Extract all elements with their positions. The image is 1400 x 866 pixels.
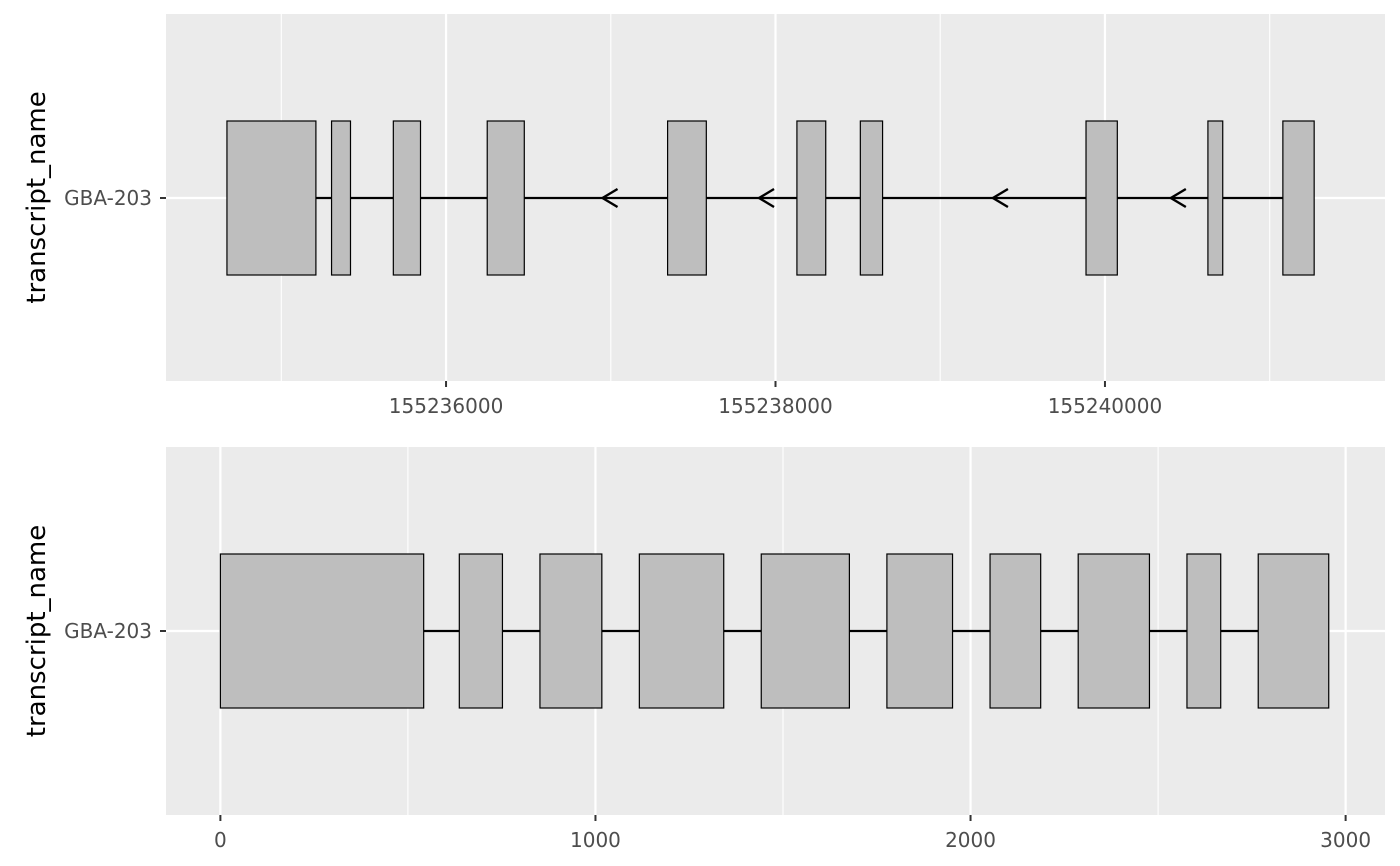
exon [667,120,707,276]
strand-arrow [990,187,1009,209]
x-tick-label: 2000 [945,828,996,852]
exon [859,120,884,276]
x-tick-label: 0 [214,828,227,852]
exon [760,553,850,709]
panel-1: 155236000 155238000 155240000 GBA-203 transc… [22,14,1385,418]
exon [458,553,504,709]
x-tick-label: 155240000 [1048,394,1163,418]
strand-arrow [600,187,619,209]
y-tick-label: GBA-203 [64,619,152,643]
exon [1207,120,1224,276]
exon [886,553,954,709]
exon [1085,120,1118,276]
y-axis-title: transcript_name [22,91,52,303]
x-tick-label: 3000 [1320,828,1371,852]
x-tick-label: 155236000 [389,394,504,418]
strand-arrow [1168,187,1187,209]
x-tick-label: 155238000 [718,394,833,418]
exon [1077,553,1151,709]
exon [330,120,352,276]
y-tick-label: GBA-203 [64,186,152,210]
exon [1257,553,1330,709]
exon [989,553,1042,709]
exon [1282,120,1315,276]
exon [392,120,422,276]
x-tick-label: 1000 [570,828,621,852]
exon [219,553,425,709]
exon [1186,553,1222,709]
strand-arrow [756,187,775,209]
y-axis-title: transcript_name [22,525,52,737]
panel-2: 0 1000 2000 3000 GBA-203 transcript_name [22,447,1385,852]
exon [638,553,725,709]
exon [226,120,317,276]
exon [796,120,827,276]
exon [539,553,603,709]
exon [486,120,525,276]
